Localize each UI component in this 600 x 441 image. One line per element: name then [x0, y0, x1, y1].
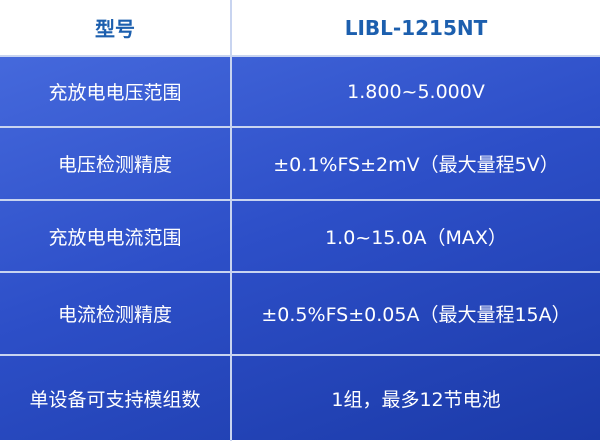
table-row: 充放电电压范围 1.800~5.000V: [0, 55, 600, 128]
row-value: 1.0~15.0A（MAX）: [230, 199, 600, 273]
row-value: ±0.1%FS±2mV（最大量程5V）: [230, 126, 600, 201]
row-label: 电压检测精度: [0, 126, 232, 201]
header-label: 型号: [0, 0, 232, 57]
row-value: 1.800~5.000V: [230, 55, 600, 128]
header-value: LIBL-1215NT: [230, 0, 600, 57]
row-label: 电流检测精度: [0, 271, 232, 356]
row-label: 单设备可支持模组数: [0, 354, 232, 441]
table-row: 充放电电流范围 1.0~15.0A（MAX）: [0, 199, 600, 273]
table-header-row: 型号 LIBL-1215NT: [0, 0, 600, 57]
row-value: 1组，最多12节电池: [230, 354, 600, 441]
table-row: 单设备可支持模组数 1组，最多12节电池: [0, 354, 600, 441]
row-label: 充放电电压范围: [0, 55, 232, 128]
row-value: ±0.5%FS±0.05A（最大量程15A）: [230, 271, 600, 356]
table-row: 电压检测精度 ±0.1%FS±2mV（最大量程5V）: [0, 126, 600, 201]
table-row: 电流检测精度 ±0.5%FS±0.05A（最大量程15A）: [0, 271, 600, 356]
row-label: 充放电电流范围: [0, 199, 232, 273]
